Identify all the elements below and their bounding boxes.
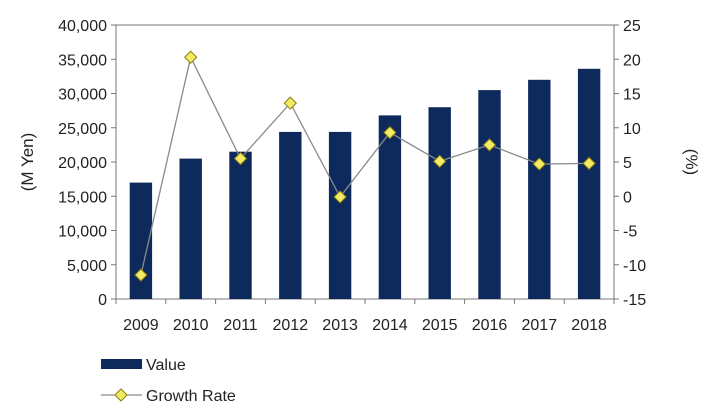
growth-point-2016 <box>482 138 497 152</box>
x-tick-label: 2016 <box>472 317 508 334</box>
growth-point-2017 <box>532 157 547 171</box>
y2-tick-label: 20 <box>623 52 641 69</box>
growth-rate-line <box>140 55 590 276</box>
bar-2017 <box>528 79 551 299</box>
x-tick-label: 2014 <box>372 317 408 334</box>
value-bars <box>129 68 601 300</box>
y-axis-title: (M Yen) <box>18 133 37 192</box>
y-tick-label: 10,000 <box>58 224 107 241</box>
growth-point-2010 <box>183 50 198 64</box>
bar-2013 <box>328 131 352 299</box>
growth-point-2018 <box>582 156 596 171</box>
x-tick-label: 2011 <box>223 317 258 334</box>
y-tick-label: 5,000 <box>67 258 107 275</box>
x-tick-label: 2017 <box>522 317 558 334</box>
y-tick-label: 0 <box>98 292 107 309</box>
legend-value-swatch <box>101 359 142 369</box>
bar-2011 <box>229 151 252 299</box>
x-tick-label: 2010 <box>173 317 209 334</box>
axes: 0 5,000 10,000 15,000 20,000 25,000 30,000 35,0… <box>58 18 646 334</box>
y-tick-label: 20,000 <box>58 155 107 172</box>
x-tick-label: 2015 <box>422 317 458 334</box>
y2-tick-label: 25 <box>623 18 641 35</box>
y2-axis-title: (%) <box>682 149 701 175</box>
x-tick-label: 2013 <box>322 317 358 334</box>
y2-tick-label: -15 <box>623 292 646 309</box>
legend-growth-rate-marker <box>114 388 128 402</box>
y2-tick-label: 15 <box>623 87 641 104</box>
x-tick-label: 2009 <box>123 317 159 334</box>
growth-rate-line-layer <box>134 50 596 282</box>
y2-tick-label: -10 <box>623 258 646 275</box>
growth-point-2011 <box>233 151 248 166</box>
y-tick-label: 40,000 <box>58 18 107 35</box>
y2-tick-label: 0 <box>623 189 632 206</box>
y2-tick-label: -5 <box>623 224 637 241</box>
growth-point-2013 <box>333 190 347 204</box>
bar-2018 <box>577 68 601 299</box>
y2-tick-label: 5 <box>623 155 632 172</box>
bar-2016 <box>478 90 501 299</box>
y-tick-label: 30,000 <box>58 87 107 104</box>
growth-point-2012 <box>283 96 298 110</box>
legend-growth-rate-label: Growth Rate <box>146 388 236 405</box>
x-tick-label: 2012 <box>273 317 309 334</box>
bar-2014 <box>378 115 402 300</box>
x-tick-label: 2018 <box>571 317 607 334</box>
y-tick-label: 15,000 <box>58 189 107 206</box>
y2-tick-label: 10 <box>623 121 641 138</box>
bar-2012 <box>279 131 302 299</box>
growth-point-2015 <box>432 154 447 169</box>
y-tick-label: 35,000 <box>58 52 107 69</box>
bar-2010 <box>179 158 202 299</box>
legend: Value Growth Rate <box>101 357 236 405</box>
growth-point-2014 <box>383 125 397 140</box>
y-tick-label: 25,000 <box>58 121 107 138</box>
growth-point-2009 <box>134 268 148 282</box>
legend-value-label: Value <box>146 357 186 374</box>
bar-2009 <box>129 182 153 299</box>
bar-2015 <box>428 107 451 299</box>
